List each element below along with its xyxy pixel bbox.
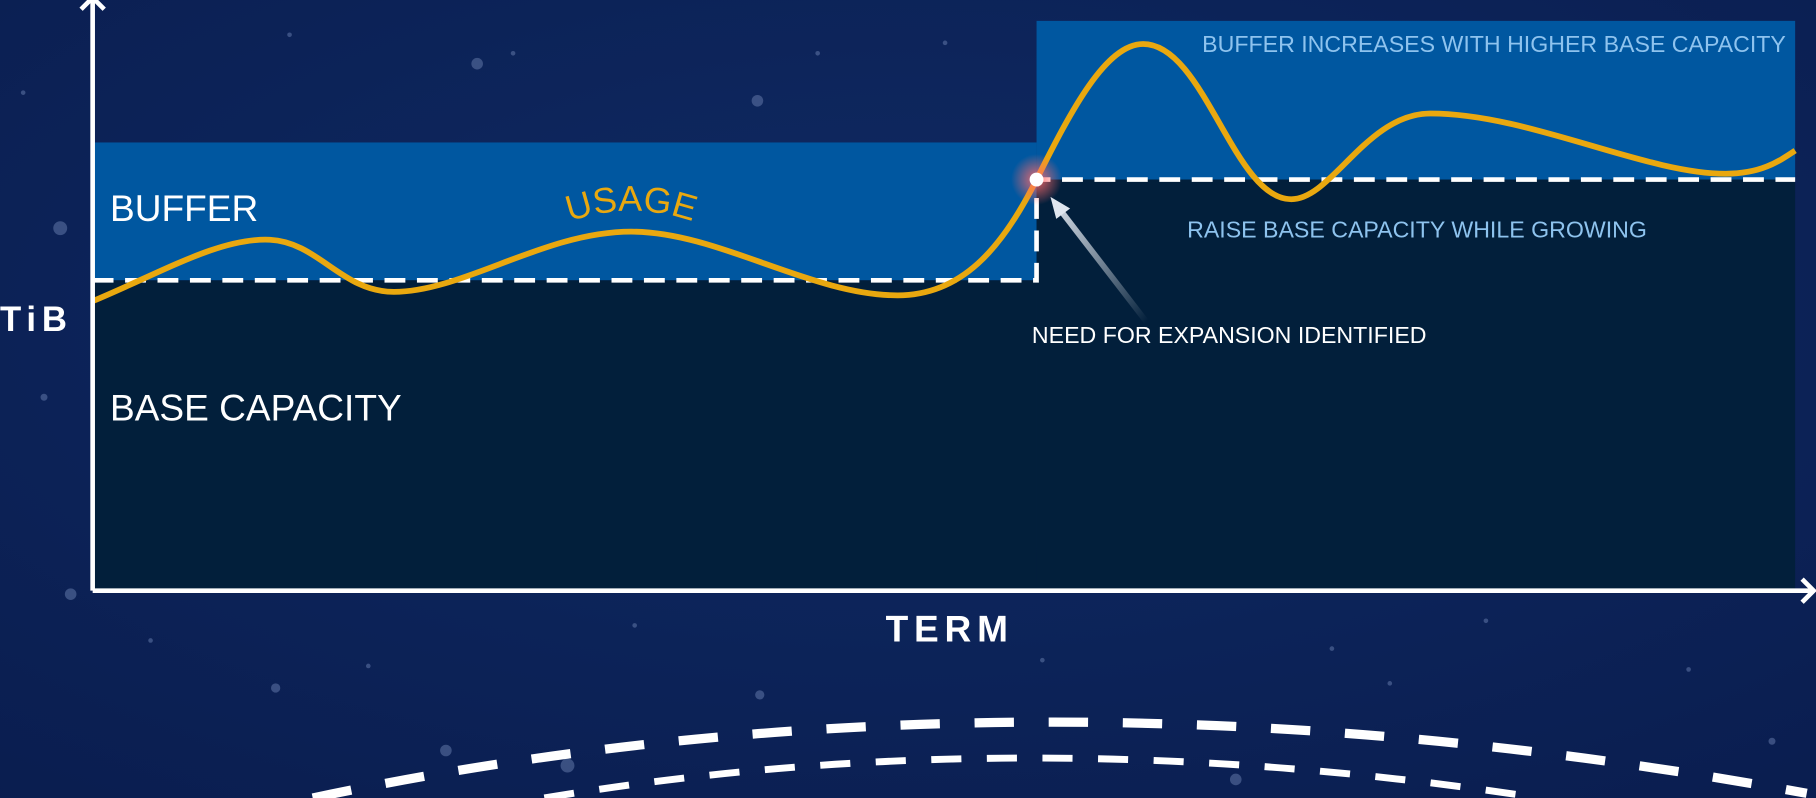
annotation: NEED FOR EXPANSION IDENTIFIED bbox=[1032, 322, 1427, 348]
base-capacity-line bbox=[92, 177, 1796, 283]
base-region bbox=[1036, 179, 1796, 591]
annotation: RAISE BASE CAPACITY WHILE GROWING bbox=[1187, 216, 1647, 242]
arrow-head bbox=[1050, 196, 1071, 219]
stars bbox=[20, 32, 1776, 786]
trigger-point bbox=[1029, 172, 1044, 187]
y-axis-label: TiB bbox=[0, 301, 73, 339]
annotation-arrow bbox=[1058, 209, 1149, 324]
base-label: BASE CAPACITY bbox=[110, 386, 402, 428]
axes bbox=[79, 0, 1816, 604]
x-axis-label: TERM bbox=[886, 608, 1014, 650]
buffer-label: BUFFER bbox=[110, 187, 258, 229]
base-region bbox=[92, 280, 1037, 591]
annotation: BUFFER INCREASES WITH HIGHER BASE CAPACI… bbox=[1202, 31, 1786, 57]
decor-arc bbox=[311, 717, 1808, 798]
decor-arc bbox=[543, 754, 1541, 798]
buffer-region bbox=[92, 142, 1037, 281]
